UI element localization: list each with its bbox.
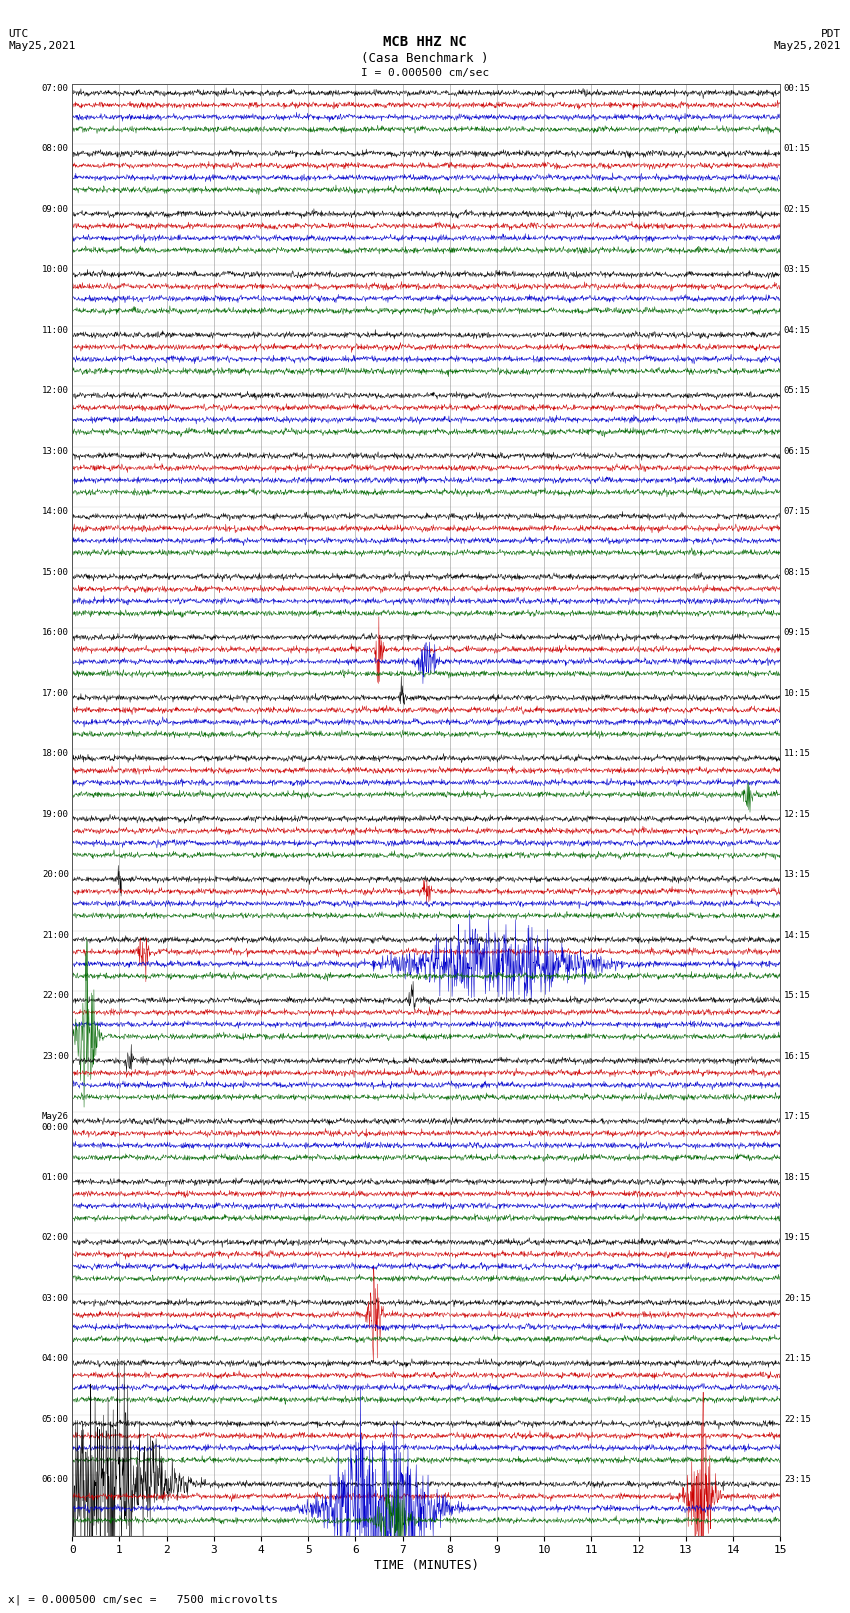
- Text: 02:15: 02:15: [784, 205, 811, 215]
- Text: 23:00: 23:00: [42, 1052, 69, 1061]
- Text: 11:00: 11:00: [42, 326, 69, 336]
- Text: 15:00: 15:00: [42, 568, 69, 577]
- Text: 19:00: 19:00: [42, 810, 69, 819]
- Text: 00:15: 00:15: [784, 84, 811, 94]
- Text: 11:15: 11:15: [784, 748, 811, 758]
- Text: 04:00: 04:00: [42, 1355, 69, 1363]
- Text: 18:00: 18:00: [42, 748, 69, 758]
- Text: MCB HHZ NC: MCB HHZ NC: [383, 35, 467, 50]
- Text: 20:00: 20:00: [42, 871, 69, 879]
- Text: 21:15: 21:15: [784, 1355, 811, 1363]
- Text: 01:00: 01:00: [42, 1173, 69, 1182]
- Text: 13:00: 13:00: [42, 447, 69, 456]
- Text: 17:00: 17:00: [42, 689, 69, 698]
- X-axis label: TIME (MINUTES): TIME (MINUTES): [374, 1560, 479, 1573]
- Text: 19:15: 19:15: [784, 1232, 811, 1242]
- Text: 03:00: 03:00: [42, 1294, 69, 1303]
- Text: 15:15: 15:15: [784, 990, 811, 1000]
- Text: 20:15: 20:15: [784, 1294, 811, 1303]
- Text: 06:00: 06:00: [42, 1474, 69, 1484]
- Text: (Casa Benchmark ): (Casa Benchmark ): [361, 52, 489, 65]
- Text: 09:00: 09:00: [42, 205, 69, 215]
- Text: 07:00: 07:00: [42, 84, 69, 94]
- Text: 06:15: 06:15: [784, 447, 811, 456]
- Text: 09:15: 09:15: [784, 629, 811, 637]
- Text: 08:15: 08:15: [784, 568, 811, 577]
- Text: 17:15: 17:15: [784, 1113, 811, 1121]
- Text: 16:15: 16:15: [784, 1052, 811, 1061]
- Text: 04:15: 04:15: [784, 326, 811, 336]
- Text: 10:15: 10:15: [784, 689, 811, 698]
- Text: 22:00: 22:00: [42, 990, 69, 1000]
- Text: PDT
May25,2021: PDT May25,2021: [774, 29, 842, 50]
- Text: May26
00:00: May26 00:00: [42, 1113, 69, 1132]
- Text: 22:15: 22:15: [784, 1415, 811, 1424]
- Text: 08:00: 08:00: [42, 145, 69, 153]
- Text: 23:15: 23:15: [784, 1474, 811, 1484]
- Text: 07:15: 07:15: [784, 508, 811, 516]
- Text: UTC
May25,2021: UTC May25,2021: [8, 29, 76, 50]
- Text: 02:00: 02:00: [42, 1232, 69, 1242]
- Text: 05:00: 05:00: [42, 1415, 69, 1424]
- Text: x| = 0.000500 cm/sec =   7500 microvolts: x| = 0.000500 cm/sec = 7500 microvolts: [8, 1594, 279, 1605]
- Text: 12:00: 12:00: [42, 387, 69, 395]
- Text: 16:00: 16:00: [42, 629, 69, 637]
- Text: 13:15: 13:15: [784, 871, 811, 879]
- Text: 21:00: 21:00: [42, 931, 69, 940]
- Text: 14:15: 14:15: [784, 931, 811, 940]
- Text: 10:00: 10:00: [42, 266, 69, 274]
- Text: 01:15: 01:15: [784, 145, 811, 153]
- Text: 03:15: 03:15: [784, 266, 811, 274]
- Text: 12:15: 12:15: [784, 810, 811, 819]
- Text: 18:15: 18:15: [784, 1173, 811, 1182]
- Text: 05:15: 05:15: [784, 387, 811, 395]
- Text: I = 0.000500 cm/sec: I = 0.000500 cm/sec: [361, 68, 489, 77]
- Text: 14:00: 14:00: [42, 508, 69, 516]
